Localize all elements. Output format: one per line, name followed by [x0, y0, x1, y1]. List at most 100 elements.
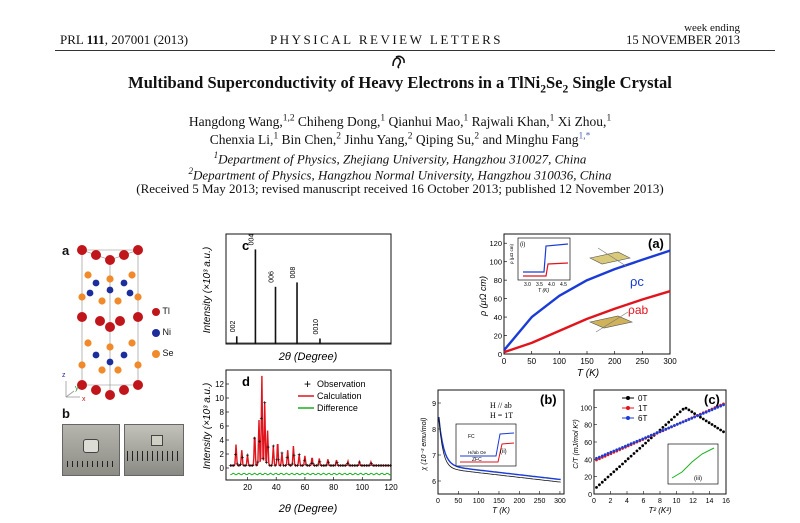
legend-6t: 6T: [638, 414, 647, 423]
specific-heat-point: [649, 436, 653, 440]
specific-heat-point: [722, 403, 725, 407]
specific-heat-point: [600, 454, 604, 458]
x-tick-label: 250: [534, 498, 546, 505]
specific-heat-point: [710, 408, 714, 412]
specific-heat-point: [684, 419, 688, 423]
observation-point: [335, 461, 339, 465]
specific-heat-point: [701, 412, 705, 415]
specific-heat-point: [707, 421, 711, 425]
x-axis-label: T² (K²): [648, 506, 671, 515]
specific-heat-point: [603, 478, 607, 481]
specific-heat-point: [638, 438, 642, 442]
specific-heat-point: [644, 441, 647, 445]
x-tick-label: 4: [625, 498, 629, 505]
observation-point: [287, 462, 291, 466]
x-tick-label: 200: [513, 498, 525, 505]
y-tick-label: 6: [220, 422, 225, 431]
specific-heat-point: [595, 486, 598, 489]
svg-text:+: +: [304, 377, 311, 391]
observation-point: [344, 464, 348, 468]
specific-heat-point: [635, 439, 639, 443]
author: Hangdong Wang,1,2: [188, 113, 295, 129]
x-tick-label: 12: [689, 498, 697, 505]
se-atom: [114, 297, 122, 305]
observation-point: [345, 461, 349, 465]
se-atom: [134, 361, 142, 369]
specific-heat-point: [595, 456, 598, 460]
observation-point: [235, 462, 239, 466]
se-atom: [84, 271, 92, 279]
inset-iii: (iii): [667, 443, 719, 485]
journal-name: PHYSICAL REVIEW LETTERS: [270, 32, 503, 47]
specific-heat-point: [664, 427, 668, 431]
specific-heat-point: [684, 406, 688, 410]
author: Chiheng Dong,1: [294, 113, 386, 129]
specific-heat-point: [621, 462, 624, 466]
specific-heat-point: [699, 415, 702, 419]
x-tick-label: 120: [384, 483, 398, 492]
author-line-2: Chenxia Li,1 Bin Chen,2 Jinhu Yang,2 Qip…: [0, 131, 800, 148]
specific-heat-point: [632, 441, 636, 444]
x-tick-label: 250: [636, 357, 650, 366]
peak-index-label: 004: [248, 234, 255, 246]
y-tick-label: 80: [584, 423, 592, 430]
specific-heat-point: [713, 407, 717, 410]
svg-text:ZFC: ZFC: [472, 457, 482, 463]
y-tick-label: 2: [220, 450, 225, 459]
specific-heat-point: [699, 413, 702, 416]
inset-ii-label: (ii): [500, 449, 507, 455]
y-tick-label: 0: [220, 464, 225, 473]
observation-point: [368, 463, 372, 467]
specific-heat-point: [606, 452, 610, 455]
specific-heat-point: [693, 415, 696, 419]
axis-z-label: z: [62, 372, 66, 379]
svg-text:ρ (μΩ cm): ρ (μΩ cm): [509, 243, 514, 264]
y-axis-label: Intensity (×10³ a.u.): [202, 383, 213, 469]
specific-heat-point: [598, 455, 601, 459]
specific-heat-point: [652, 432, 656, 436]
plot-frame: [437, 389, 565, 495]
specific-heat-point: [681, 420, 685, 424]
svg-text:T (K): T (K): [538, 288, 549, 294]
tl-atom: [105, 255, 115, 265]
observation-point: [258, 440, 262, 444]
specific-heat-point: [612, 449, 616, 453]
y-tick-label: 120: [489, 239, 502, 248]
author: Jinhu Yang,2: [341, 131, 413, 147]
specific-heat-point: [693, 412, 696, 415]
y-tick-label: 80: [494, 276, 502, 285]
specific-heat-point: [635, 449, 639, 453]
specific-heat-point: [678, 410, 682, 414]
author-corresponding[interactable]: and Minghu Fang1,*: [479, 131, 591, 147]
specific-heat-point: [687, 408, 691, 412]
author: Qiping Su,2: [412, 131, 480, 147]
specific-heat-point: [696, 414, 699, 418]
y-tick-label: 0: [498, 350, 502, 359]
panel-chi-label: (b): [540, 392, 557, 407]
sample-schematic-c: [589, 247, 631, 267]
author: Xi Zhou,1: [554, 113, 612, 129]
svg-text:3.5: 3.5: [536, 282, 543, 288]
observation-point: [316, 463, 320, 467]
header-rule: [55, 50, 775, 51]
panel-c-label: c: [242, 238, 249, 253]
specific-heat-point: [675, 422, 679, 426]
specific-heat-point: [615, 467, 619, 471]
x-tick-label: 100: [553, 357, 567, 366]
svg-text:H//ab Oe: H//ab Oe: [468, 450, 487, 455]
legend-0t: 0T: [638, 394, 647, 403]
series-label-rho-c: ρc: [630, 274, 644, 289]
y-tick-label: 20: [584, 475, 592, 482]
tl-atom: [115, 316, 125, 326]
resistivity-series: [503, 249, 671, 352]
tl-atom: [133, 312, 143, 322]
x-tick-label: 0: [592, 498, 596, 505]
svg-text:4.0: 4.0: [548, 282, 555, 288]
observation-point: [254, 463, 258, 467]
specific-heat-point: [719, 404, 722, 408]
journal-volume: 111: [86, 32, 105, 47]
specific-heat-point: [644, 436, 647, 440]
y-axis-label: χ (10⁻³ emu/mol): [421, 417, 428, 471]
x-axis-label: T (K): [577, 368, 599, 379]
y-tick-label: 60: [584, 440, 592, 447]
